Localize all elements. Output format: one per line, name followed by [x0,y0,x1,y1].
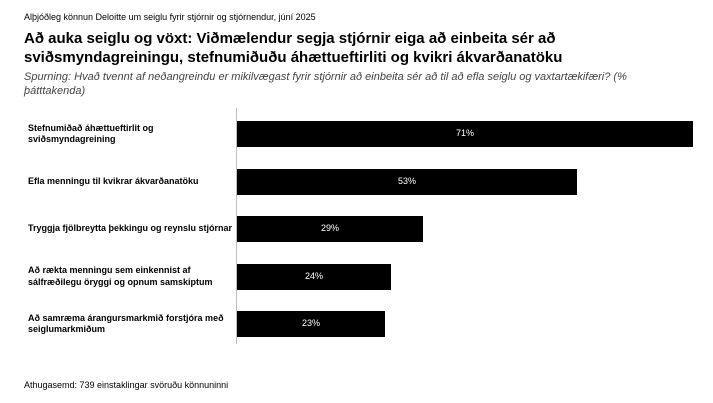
category-axis-line [236,108,237,344]
bar [237,216,423,242]
bar [237,311,385,337]
source-line: Alþjóðleg könnun Deloitte um seiglu fyri… [24,12,316,22]
category-label: Að samræma árangursmarkmið forstjóra með… [28,312,224,335]
bar-value-label: 24% [304,270,324,281]
footnote: Athugasemd: 739 einstaklingar svöruðu kö… [24,380,229,390]
bar [237,121,693,147]
chart-subtitle: Spurning: Hvað tvennt af neðangreindu er… [24,71,627,97]
bar-value-label: 53% [397,175,417,186]
category-label: Efla menningu til kvikrar ákvarðanatöku [28,175,199,186]
category-label: Tryggja fjölbreytta þekkingu og reynslu … [28,223,233,233]
bar-value-label: 71% [455,128,475,138]
bar-value-label: 29% [320,223,340,233]
category-label: Stefnumiðað áhættueftirlit og sviðsmynda… [28,122,154,145]
category-label: Að rækta menningu sem einkennist af sálf… [28,265,213,287]
chart-title: Að auka seiglu og vöxt: Viðmælendur segj… [24,30,563,66]
bar-value-label: 23% [301,318,321,328]
bar [237,263,391,290]
bar [237,168,577,195]
